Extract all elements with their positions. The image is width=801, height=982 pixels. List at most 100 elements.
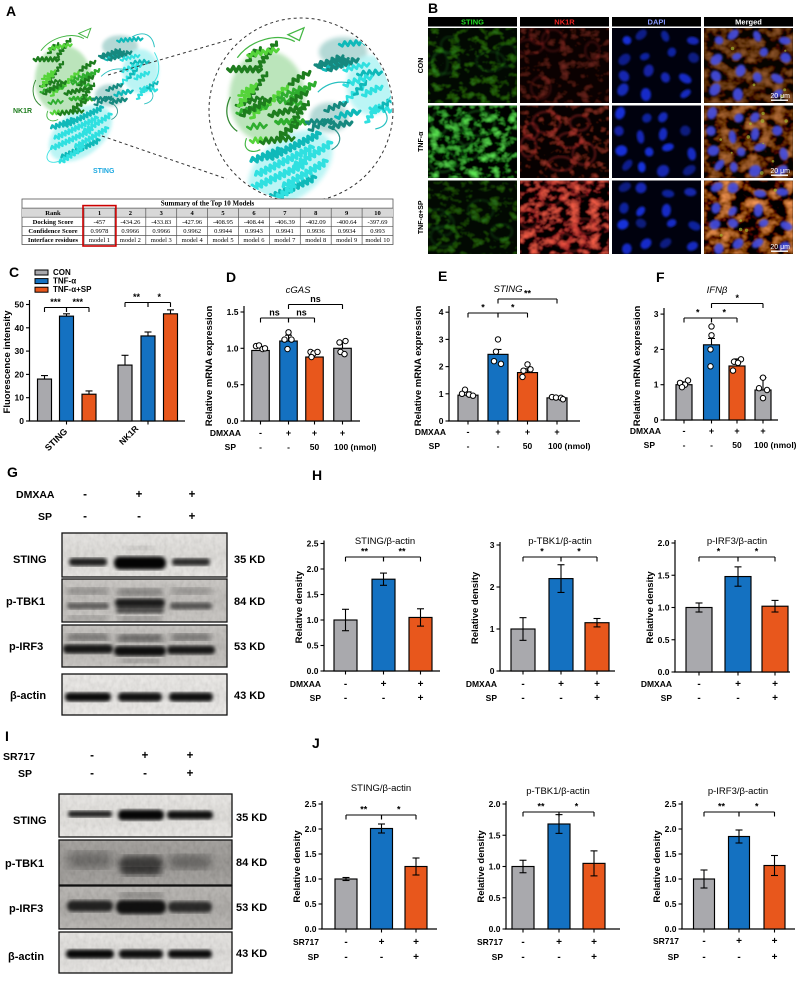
svg-text:0.0: 0.0	[305, 924, 317, 934]
svg-text:20: 20	[15, 369, 25, 379]
svg-text:*: *	[735, 293, 739, 303]
svg-text:**: **	[361, 547, 369, 557]
svg-text:-: -	[737, 952, 740, 963]
svg-text:model 10: model 10	[365, 237, 389, 244]
svg-text:NK1R: NK1R	[13, 108, 32, 115]
svg-text:100 (nmol): 100 (nmol)	[548, 441, 591, 451]
svg-text:model 3: model 3	[151, 237, 172, 244]
svg-text:0.5: 0.5	[489, 893, 501, 903]
svg-text:model 9: model 9	[336, 237, 357, 244]
svg-text:SP: SP	[308, 952, 320, 962]
svg-text:-457: -457	[93, 219, 106, 226]
svg-text:84 KD: 84 KD	[236, 857, 267, 869]
svg-text:-: -	[467, 427, 470, 437]
svg-text:SP: SP	[668, 952, 680, 962]
svg-text:0.5: 0.5	[665, 899, 677, 909]
svg-text:*: *	[755, 802, 759, 812]
svg-text:-: -	[683, 426, 686, 436]
svg-text:CON: CON	[418, 58, 425, 74]
svg-text:+: +	[381, 679, 387, 690]
svg-text:***: ***	[50, 297, 61, 307]
svg-text:TNF-α+SP: TNF-α+SP	[53, 285, 92, 294]
svg-text:+: +	[142, 750, 149, 762]
svg-text:1.5: 1.5	[658, 570, 670, 580]
svg-text:5: 5	[221, 210, 225, 217]
svg-text:+: +	[772, 693, 778, 704]
svg-text:50: 50	[523, 441, 533, 451]
svg-text:-: -	[497, 441, 500, 451]
svg-text:model 5: model 5	[212, 237, 233, 244]
svg-text:SP: SP	[310, 693, 322, 703]
svg-text:6: 6	[252, 210, 256, 217]
svg-text:-: -	[344, 693, 347, 704]
svg-text:G: G	[7, 464, 18, 480]
svg-text:+: +	[189, 489, 196, 501]
svg-text:84 KD: 84 KD	[234, 596, 265, 608]
svg-text:STING/β-actin: STING/β-actin	[355, 536, 415, 547]
svg-text:1.5: 1.5	[305, 849, 317, 859]
svg-text:F: F	[656, 269, 665, 285]
svg-text:-427.96: -427.96	[182, 219, 203, 226]
svg-text:0.5: 0.5	[227, 380, 239, 390]
svg-text:100 (nmol): 100 (nmol)	[334, 442, 377, 452]
svg-text:DMXAA: DMXAA	[210, 428, 241, 438]
svg-text:+: +	[591, 937, 597, 948]
svg-text:2: 2	[490, 582, 495, 592]
svg-text:-: -	[90, 750, 94, 762]
svg-text:+: +	[558, 679, 564, 690]
svg-text:+: +	[136, 489, 143, 501]
svg-text:-: -	[702, 936, 705, 947]
svg-text:Relative density: Relative density	[470, 571, 481, 644]
svg-text:-402.09: -402.09	[306, 219, 326, 226]
svg-text:SP: SP	[492, 952, 504, 962]
svg-text:-: -	[467, 441, 470, 451]
svg-text:1.5: 1.5	[307, 590, 319, 600]
svg-text:-: -	[259, 442, 262, 452]
svg-text:*: *	[722, 308, 726, 318]
svg-text:model 2: model 2	[120, 237, 141, 244]
svg-text:9: 9	[345, 210, 349, 217]
svg-text:ns: ns	[269, 308, 280, 318]
svg-text:SP: SP	[429, 441, 441, 451]
svg-text:E: E	[438, 268, 447, 284]
svg-text:0.0: 0.0	[307, 666, 319, 676]
svg-text:35 KD: 35 KD	[236, 812, 267, 824]
svg-text:+: +	[418, 693, 424, 704]
svg-text:A: A	[6, 3, 16, 19]
svg-text:SR717: SR717	[3, 751, 35, 763]
svg-text:2: 2	[439, 362, 444, 372]
svg-text:2.5: 2.5	[665, 799, 677, 809]
svg-text:2.0: 2.0	[307, 564, 319, 574]
svg-text:-408.44: -408.44	[244, 219, 265, 226]
svg-text:Fluorescence intensity: Fluorescence intensity	[2, 310, 13, 414]
svg-text:p-TBK1: p-TBK1	[6, 596, 45, 608]
svg-text:Relative density: Relative density	[645, 571, 656, 644]
svg-text:3: 3	[439, 334, 444, 344]
svg-text:ns: ns	[310, 294, 321, 304]
svg-text:-: -	[736, 693, 739, 704]
svg-text:1: 1	[439, 389, 444, 399]
svg-text:-: -	[557, 952, 560, 963]
svg-text:1: 1	[490, 624, 495, 634]
svg-text:DMXAA: DMXAA	[290, 679, 321, 689]
svg-text:1.0: 1.0	[227, 343, 239, 353]
svg-text:0.0: 0.0	[227, 416, 239, 426]
svg-text:-397.69: -397.69	[368, 219, 388, 226]
svg-text:TNF-α: TNF-α	[418, 131, 425, 152]
svg-text:SP: SP	[18, 768, 32, 780]
svg-text:1.0: 1.0	[489, 862, 501, 872]
svg-text:0.5: 0.5	[305, 899, 317, 909]
svg-text:-: -	[559, 693, 562, 704]
svg-text:*: *	[157, 292, 161, 302]
svg-text:Relative density: Relative density	[294, 570, 305, 643]
svg-text:**: **	[360, 805, 368, 815]
svg-text:+: +	[525, 427, 530, 437]
svg-text:Summary of the Top 10 Models: Summary of the Top 10 Models	[161, 200, 255, 208]
svg-text:20 μm: 20 μm	[770, 168, 790, 175]
svg-text:50: 50	[15, 300, 25, 310]
svg-text:Relative density: Relative density	[476, 830, 487, 903]
svg-text:3: 3	[160, 210, 164, 217]
svg-text:p-TBK1: p-TBK1	[5, 858, 44, 870]
svg-text:SR717: SR717	[293, 937, 319, 947]
svg-text:+: +	[734, 426, 739, 436]
